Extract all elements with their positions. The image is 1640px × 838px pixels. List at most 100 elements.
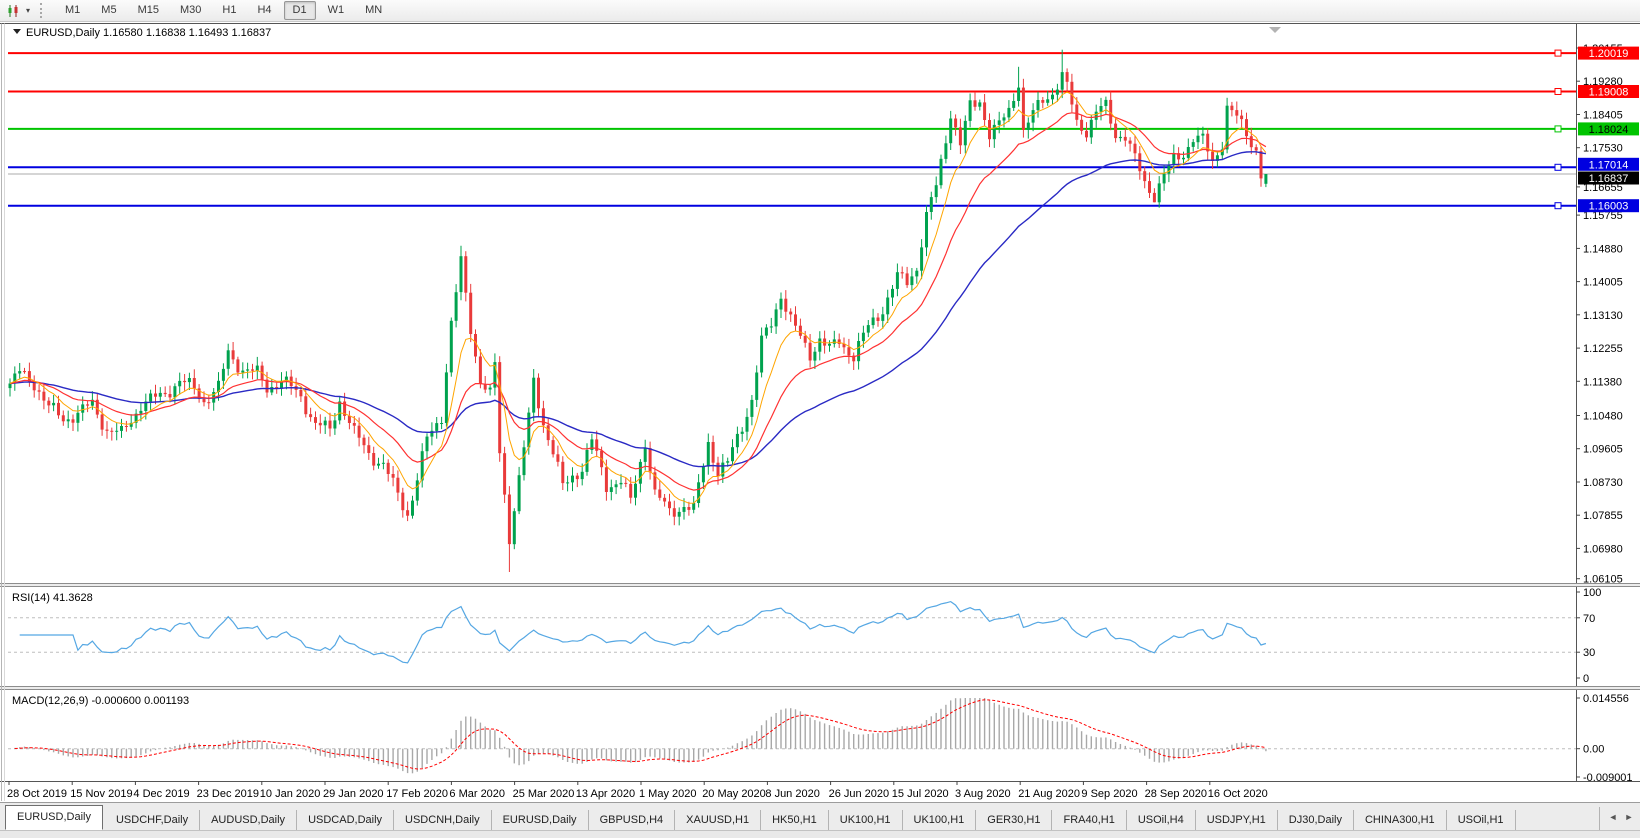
chart-tab-dj30-daily[interactable]: DJ30,Daily (1278, 810, 1354, 830)
hline-handle[interactable] (1554, 163, 1562, 171)
chart-menu-caret-icon[interactable] (13, 29, 21, 34)
macd-axis-label: 0.014556 (1583, 693, 1629, 705)
price-axis-label: 1.08730 (1583, 477, 1623, 489)
chart-tab-usoil-h4[interactable]: USOil,H4 (1127, 810, 1196, 830)
toolbar: ▾ M1 M5 M15 M30 H1 H4 D1 W1 MN (0, 0, 1640, 22)
rsi-axis-label: 100 (1583, 587, 1601, 599)
macd-axis-label: 0.00 (1583, 744, 1604, 756)
ma-mid-line (9, 112, 1267, 491)
chart-tab-usdcnh-daily[interactable]: USDCNH,Daily (394, 810, 492, 830)
chart-tool-icon[interactable] (4, 2, 22, 20)
tab-scroll-left-icon[interactable]: ◄ (1608, 812, 1618, 822)
horizontal-lines (8, 49, 1576, 210)
candles (8, 49, 1268, 572)
date-axis-label: 6 Mar 2020 (449, 788, 505, 800)
price-axis-label: 1.15755 (1583, 210, 1623, 222)
date-axis-label: 21 Aug 2020 (1018, 788, 1080, 800)
current-price-tag (1578, 171, 1639, 185)
timeframe-button-d1[interactable]: D1 (283, 1, 316, 20)
date-axis-label: 8 Jun 2020 (765, 788, 819, 800)
price-axis-label: 1.09605 (1583, 444, 1623, 456)
price-axis-label: 1.10480 (1583, 411, 1623, 423)
chart-tab-uk100-h1[interactable]: UK100,H1 (903, 810, 977, 830)
price-tag (1578, 46, 1639, 60)
date-axis-label: 25 Mar 2020 (513, 788, 575, 800)
price-axis-label: 1.16655 (1583, 182, 1623, 194)
date-axis-label: 28 Oct 2019 (7, 788, 67, 800)
chart-tab-china300-h1[interactable]: CHINA300,H1 (1354, 810, 1447, 830)
pane-separator-rsi[interactable] (0, 583, 1640, 587)
hline-handle[interactable] (1554, 202, 1562, 210)
status-bar (0, 830, 1640, 838)
date-axis-label: 15 Nov 2019 (70, 788, 132, 800)
date-axis-label: 1 May 2020 (639, 788, 696, 800)
ma-fast-line (9, 91, 1267, 504)
timeframe-button-h1[interactable]: H1 (222, 4, 237, 16)
price-tag (1578, 122, 1639, 136)
chart-shift-marker-icon[interactable] (1269, 27, 1281, 33)
date-axis-label: 15 Jul 2020 (892, 788, 949, 800)
price-axis: 1.201551.192801.184051.175301.166551.157… (1576, 43, 1623, 586)
price-tag-text: 1.20019 (1589, 48, 1629, 60)
toolbar-dropdown-caret[interactable]: ▾ (25, 6, 30, 15)
chart-tab-gbpusd-h4[interactable]: GBPUSD,H4 (589, 810, 676, 830)
chart-tab-hk50-h1[interactable]: HK50,H1 (761, 810, 829, 830)
chart-tab-xauusd-h1[interactable]: XAUUSD,H1 (675, 810, 762, 830)
tab-scroll-arrows: ◄ ► (1599, 807, 1640, 830)
price-axis-label: 1.06105 (1583, 574, 1623, 586)
rsi-axis-label: 70 (1583, 613, 1595, 625)
date-axis-label: 13 Apr 2020 (576, 788, 635, 800)
price-axis-label: 1.14005 (1583, 277, 1623, 289)
current-price-tag-text: 1.16837 (1589, 173, 1629, 185)
price-axis-label: 1.17530 (1583, 143, 1623, 155)
timeframe-button-m5[interactable]: M5 (101, 4, 117, 16)
timeframe-button-mn[interactable]: MN (365, 4, 383, 16)
hline-handle[interactable] (1554, 125, 1562, 133)
timeframe-button-w1[interactable]: W1 (327, 4, 345, 16)
chart-tab-ger30-h1[interactable]: GER30,H1 (976, 810, 1053, 830)
date-axis-label: 10 Jan 2020 (260, 788, 321, 800)
chart-tab-usoil-h1[interactable]: USOil,H1 (1447, 810, 1516, 830)
price-tag-text: 1.17014 (1589, 159, 1629, 171)
rsi-line (19, 600, 1267, 664)
chart-tab-uk100-h1[interactable]: UK100,H1 (829, 810, 903, 830)
price-axis-label: 1.12255 (1583, 343, 1623, 355)
price-tag-text: 1.16003 (1589, 201, 1629, 213)
price-axis-label: 1.18405 (1583, 110, 1623, 122)
chart-tab-usdjpy-h1[interactable]: USDJPY,H1 (1196, 810, 1278, 830)
timeframe-button-h4[interactable]: H4 (257, 4, 272, 16)
rsi-axis-label: 0 (1583, 673, 1589, 685)
date-axis-label: 4 Dec 2019 (133, 788, 189, 800)
pane-separator-macd[interactable] (0, 686, 1640, 690)
chart-tab-bar: EURUSD,Daily USDCHF,Daily AUDUSD,Daily USDC… (0, 802, 1640, 830)
toolbar-grip-handle[interactable] (40, 3, 48, 18)
chart-tab-eurusd-daily[interactable]: EURUSD,Daily (5, 805, 103, 830)
timeframe-buttons: M1 M5 M15 M30 H1 H4 D1 W1 MN (56, 0, 391, 22)
date-axis-label: 16 Oct 2020 (1208, 788, 1268, 800)
chart-canvas: EURUSD,Daily 1.16580 1.16838 1.16493 1.1… (0, 23, 1640, 801)
chart-tab-eurusd-daily[interactable]: EURUSD,Daily (492, 810, 589, 830)
chart-tab-usdchf-daily[interactable]: USDCHF,Daily (105, 810, 201, 830)
date-axis-label: 3 Aug 2020 (955, 788, 1011, 800)
ma-slow-line (9, 151, 1267, 468)
chart-tab-audusd-daily[interactable]: AUDUSD,Daily (200, 810, 298, 830)
chart-tab-fra40-h1[interactable]: FRA40,H1 (1052, 810, 1127, 830)
price-axis-label: 1.07855 (1583, 510, 1623, 522)
tab-scroll-right-icon[interactable]: ► (1624, 812, 1634, 822)
timeframe-button-m1[interactable]: M1 (65, 4, 81, 16)
date-axis: 28 Oct 2019 15 Nov 2019 4 Dec 2019 23 Dec 2… (7, 781, 1268, 800)
macd-histogram (14, 698, 1267, 774)
price-axis-label: 1.11380 (1583, 376, 1622, 388)
timeframe-button-m30[interactable]: M30 (179, 4, 202, 16)
price-tag-text: 1.19008 (1589, 87, 1629, 99)
chart-tab-usdcad-daily[interactable]: USDCAD,Daily (297, 810, 395, 830)
date-axis-label: 17 Feb 2020 (386, 788, 448, 800)
price-tag (1578, 199, 1639, 213)
rsi-indicator-label: RSI(14) 41.3628 (12, 592, 93, 604)
chart-tabs: EURUSD,Daily USDCHF,Daily AUDUSD,Daily USDC… (5, 803, 1599, 830)
hline-handle[interactable] (1554, 49, 1562, 57)
date-axis-label: 9 Sep 2020 (1081, 788, 1137, 800)
hline-handle[interactable] (1554, 88, 1562, 95)
timeframe-button-m15[interactable]: M15 (137, 4, 159, 16)
date-axis-label: 28 Sep 2020 (1145, 788, 1207, 800)
